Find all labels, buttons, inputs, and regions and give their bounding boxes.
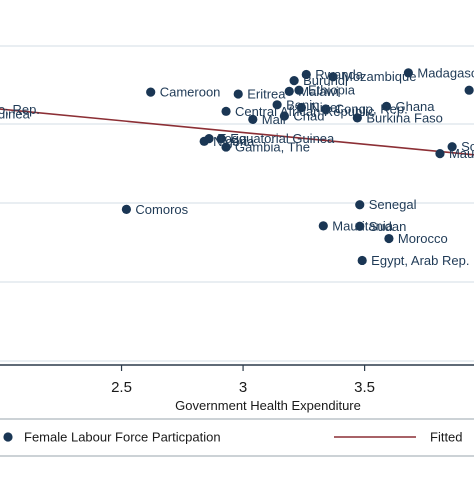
data-point (146, 87, 156, 97)
point-label: Togo (218, 131, 246, 146)
data-point (321, 104, 331, 114)
data-point (279, 111, 289, 121)
legend: Female Labour Force Particpation Fitted (0, 418, 474, 457)
point-label: Mali (262, 112, 286, 127)
point-label: Mozambique (342, 69, 416, 84)
fitted-line (0, 108, 474, 156)
x-tick-label: 2.5 (111, 379, 132, 396)
point-label: Gambia, The (235, 140, 310, 155)
point-label: uinea (0, 107, 31, 122)
point-label: Benin (286, 97, 319, 112)
data-point (121, 204, 131, 214)
point-label: o, Rep. (0, 102, 40, 117)
grid-lines (0, 45, 474, 362)
point-label: Morocco (398, 231, 448, 246)
data-point (301, 69, 311, 80)
data-point (352, 113, 362, 123)
point-label: Sou (461, 139, 474, 154)
legend-label-fit: Fitted (430, 430, 463, 445)
fitted-line-layer (0, 108, 474, 156)
data-points-layer (121, 68, 474, 266)
point-label: Comoros (135, 202, 188, 217)
data-point (284, 86, 294, 96)
data-point (328, 72, 338, 82)
point-label: Egypt, Arab Rep. (371, 253, 469, 268)
point-label: Ethiopia (308, 83, 356, 98)
point-label: Chad (293, 108, 324, 123)
x-tick-label: 3 (239, 379, 247, 396)
data-point (403, 68, 413, 78)
data-point (216, 134, 226, 144)
point-label: Central African Republic (235, 104, 375, 119)
data-point (221, 142, 231, 152)
point-label: Malawi (298, 84, 339, 99)
legend-marker-points (3, 432, 13, 442)
point-label: Niger (310, 100, 342, 115)
x-tick-label: 3.5 (354, 379, 375, 396)
data-point (355, 221, 365, 231)
point-label: Sudan (369, 219, 407, 234)
data-point (199, 136, 209, 146)
data-point (318, 221, 328, 231)
point-label: Nigeria (213, 134, 255, 149)
point-label: Equatorial Guinea (230, 131, 335, 146)
point-label: Madagascar (417, 65, 474, 80)
point-label: Eritrea (247, 87, 286, 102)
data-point (233, 89, 243, 99)
data-point (381, 101, 392, 111)
point-label: Burkina Faso (366, 110, 443, 125)
data-point (221, 106, 231, 116)
legend-label-points: Female Labour Force Particpation (24, 430, 221, 445)
data-point (384, 233, 394, 244)
data-point (248, 114, 258, 125)
point-label: Rwanda (315, 67, 363, 82)
x-axis-title: Government Health Expenditure (175, 398, 361, 413)
point-label: Burundi (303, 73, 348, 88)
data-point (289, 75, 299, 86)
point-label: Senegal (369, 197, 417, 212)
data-point (355, 200, 365, 210)
data-point (294, 85, 304, 95)
data-point (296, 102, 307, 113)
data-point (464, 85, 474, 95)
data-point (447, 142, 457, 152)
x-axis: 2.5 3 3.5 (0, 364, 474, 396)
point-label: Cameroon (160, 85, 221, 100)
data-point (272, 100, 282, 110)
point-label: Ghana (395, 99, 435, 114)
point-label: Congo, Rep. (335, 102, 408, 117)
data-point (435, 149, 445, 159)
data-point (357, 255, 367, 266)
point-label: Mau (449, 146, 474, 161)
point-label: Mauritania (332, 218, 393, 233)
